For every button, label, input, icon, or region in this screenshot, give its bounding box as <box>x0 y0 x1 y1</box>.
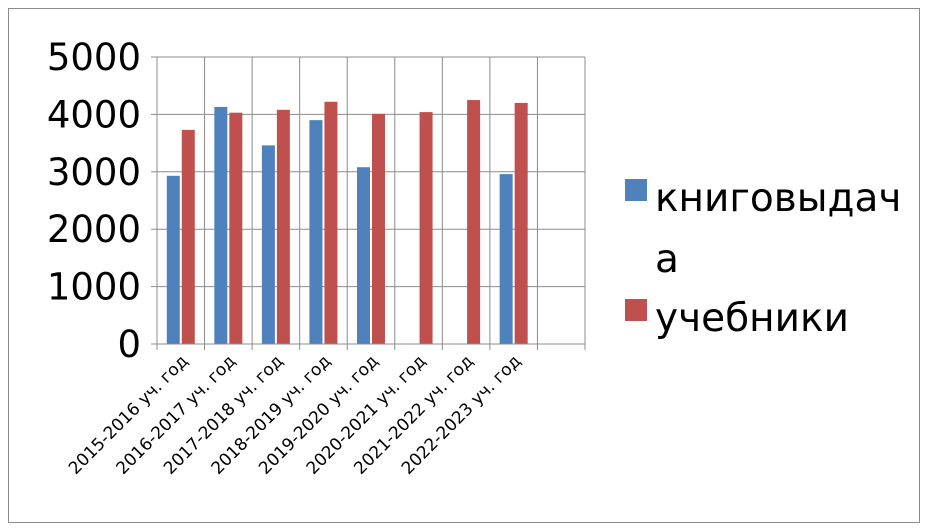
bar-series-2 <box>324 102 337 344</box>
bar-series-2 <box>515 103 528 344</box>
legend-label-line: книговыдач <box>655 176 901 221</box>
legend-label-line: а <box>655 237 679 282</box>
y-tick-label: 0 <box>117 323 141 366</box>
bar-series-2 <box>229 113 242 344</box>
y-tick-label: 2000 <box>47 208 141 251</box>
bar-series-1 <box>262 145 275 344</box>
y-tick-labels: 0 1000 2000 3000 4000 5000 <box>47 36 141 366</box>
y-tick-label: 5000 <box>47 36 141 79</box>
y-tick-label: 4000 <box>47 93 141 136</box>
legend-label: учебники <box>655 296 849 341</box>
bar-series-1 <box>309 120 322 344</box>
legend-label: книговыдач а <box>655 176 901 282</box>
legend-swatch <box>625 179 647 201</box>
bar-series-1 <box>500 174 513 344</box>
bar-series-2 <box>277 110 290 344</box>
chart-frame: 0 1000 2000 3000 4000 5000 2015-2016 уч. год 2… <box>8 8 920 523</box>
bar-series-1 <box>167 176 180 344</box>
bar-series-2 <box>420 112 433 344</box>
bar-series-1 <box>214 107 227 344</box>
bar-series-2 <box>372 114 385 344</box>
y-tick-label: 3000 <box>47 151 141 194</box>
bar-chart: 0 1000 2000 3000 4000 5000 2015-2016 уч. год2… <box>9 9 921 524</box>
legend-label-line: учебники <box>655 296 849 341</box>
bar-series-1 <box>357 167 370 344</box>
y-tick-label: 1000 <box>47 266 141 309</box>
bar-series-2 <box>467 100 480 344</box>
bar-series-2 <box>182 130 195 344</box>
legend: книговыдач а учебники <box>625 176 901 341</box>
legend-swatch <box>625 299 647 321</box>
